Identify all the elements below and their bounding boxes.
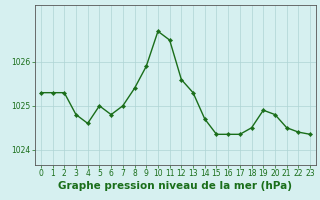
X-axis label: Graphe pression niveau de la mer (hPa): Graphe pression niveau de la mer (hPa) (59, 181, 292, 191)
